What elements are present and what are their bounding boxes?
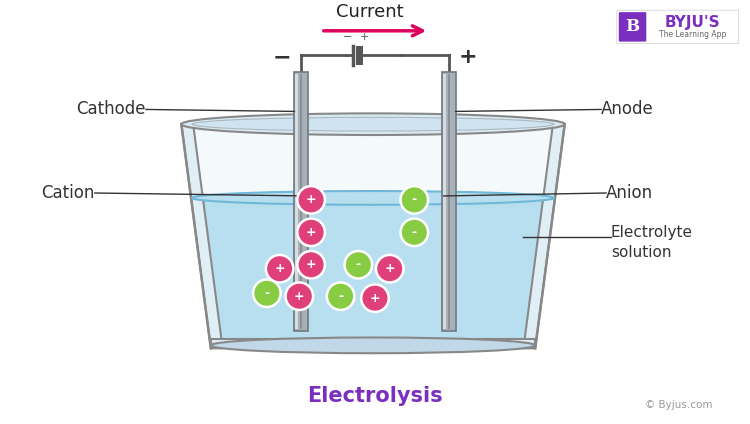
FancyBboxPatch shape: [442, 72, 455, 331]
Circle shape: [344, 251, 372, 279]
Polygon shape: [448, 74, 450, 329]
Ellipse shape: [182, 113, 565, 135]
Polygon shape: [300, 74, 302, 329]
Text: +: +: [370, 292, 380, 305]
Text: Anode: Anode: [601, 100, 654, 118]
Circle shape: [297, 186, 325, 214]
Circle shape: [286, 282, 313, 310]
Ellipse shape: [192, 117, 554, 131]
Text: +: +: [385, 262, 395, 275]
Circle shape: [297, 218, 325, 246]
Circle shape: [400, 218, 428, 246]
Polygon shape: [524, 124, 565, 348]
Text: +: +: [306, 258, 316, 271]
Text: -: -: [264, 287, 269, 300]
FancyBboxPatch shape: [616, 10, 739, 44]
Text: −: −: [343, 32, 352, 42]
Circle shape: [400, 186, 428, 214]
Text: −: −: [273, 47, 292, 67]
Text: Current: Current: [336, 3, 404, 21]
Polygon shape: [182, 124, 223, 348]
Circle shape: [327, 282, 354, 310]
FancyBboxPatch shape: [619, 12, 646, 42]
Text: -: -: [338, 290, 344, 303]
Ellipse shape: [211, 338, 536, 353]
Polygon shape: [211, 340, 536, 348]
FancyBboxPatch shape: [295, 72, 308, 331]
Text: B: B: [626, 18, 640, 35]
Text: Cation: Cation: [41, 184, 94, 202]
Circle shape: [253, 279, 280, 307]
Text: -: -: [356, 258, 361, 271]
Circle shape: [297, 251, 325, 279]
Polygon shape: [191, 198, 555, 346]
Text: Electrolyte
solution: Electrolyte solution: [611, 225, 693, 259]
Circle shape: [362, 285, 388, 312]
Text: -: -: [412, 226, 417, 239]
Ellipse shape: [192, 191, 554, 205]
Text: +: +: [306, 226, 316, 239]
Text: Anion: Anion: [606, 184, 653, 202]
Text: +: +: [274, 262, 285, 275]
Polygon shape: [296, 74, 298, 329]
Circle shape: [376, 255, 404, 282]
Text: BYJU'S: BYJU'S: [664, 15, 720, 31]
Text: +: +: [458, 47, 477, 67]
Text: +: +: [306, 193, 316, 206]
Circle shape: [266, 255, 293, 282]
Polygon shape: [442, 74, 446, 329]
Text: The Learning App: The Learning App: [658, 30, 726, 39]
Text: +: +: [294, 290, 304, 303]
Text: -: -: [412, 193, 417, 206]
Polygon shape: [191, 129, 555, 198]
Text: Cathode: Cathode: [76, 100, 146, 118]
Text: © Byjus.com: © Byjus.com: [645, 400, 712, 410]
Text: Electrolysis: Electrolysis: [308, 387, 442, 407]
Text: +: +: [359, 32, 369, 42]
